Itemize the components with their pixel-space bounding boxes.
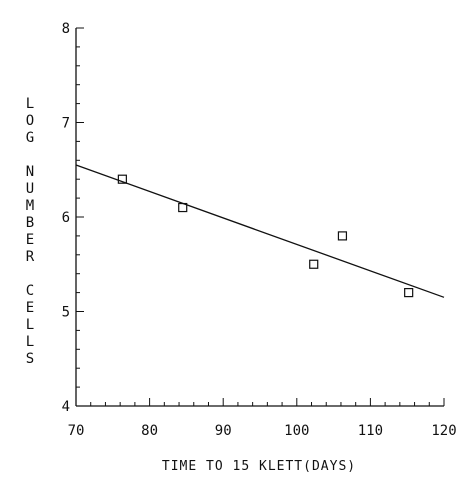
fit-line-group xyxy=(75,164,445,298)
y-axis-label-char: S xyxy=(26,351,34,367)
x-axis-label: TIME TO 15 KLETT(DAYS) xyxy=(162,459,356,474)
y-axis-label-char: U xyxy=(26,181,34,197)
x-tick-label: 80 xyxy=(141,423,158,439)
y-tick-labels: 4 5 6 7 8 xyxy=(62,21,70,415)
x-tick-label: 110 xyxy=(358,423,383,439)
x-tick-label: 120 xyxy=(431,423,456,439)
y-axis-label-char: R xyxy=(26,249,35,265)
y-axis-label-char: B xyxy=(26,215,34,231)
y-axis-label-char: L xyxy=(26,334,34,350)
data-point xyxy=(117,174,127,184)
tick-marks xyxy=(75,27,445,407)
y-axis-label-char: E xyxy=(26,300,34,316)
data-point xyxy=(309,259,319,269)
y-axis-label-char: E xyxy=(26,232,34,248)
y-tick-label: 5 xyxy=(62,305,70,321)
y-axis-label-char: G xyxy=(26,130,34,146)
data-point xyxy=(404,288,414,298)
y-axis-label-char: N xyxy=(26,164,34,180)
x-tick-label: 90 xyxy=(215,423,232,439)
y-axis-label-char: L xyxy=(26,96,34,112)
x-tick-label: 70 xyxy=(68,423,85,439)
x-tick-labels: 70 80 90 100 110 120 xyxy=(68,423,457,439)
axes xyxy=(75,28,444,407)
y-axis-label-char: C xyxy=(26,283,34,299)
y-axis-label-char: M xyxy=(26,198,34,214)
y-axis-label-char: L xyxy=(26,317,34,333)
y-tick-label: 8 xyxy=(62,21,70,37)
y-tick-label: 6 xyxy=(62,210,70,226)
y-tick-label: 7 xyxy=(62,116,70,132)
fit-line xyxy=(75,164,445,298)
y-tick-label: 4 xyxy=(62,399,70,415)
y-axis-label-char: O xyxy=(26,113,34,129)
data-point xyxy=(178,202,188,213)
data-points xyxy=(117,174,414,298)
data-point xyxy=(337,231,348,241)
x-tick-label: 100 xyxy=(284,423,309,439)
